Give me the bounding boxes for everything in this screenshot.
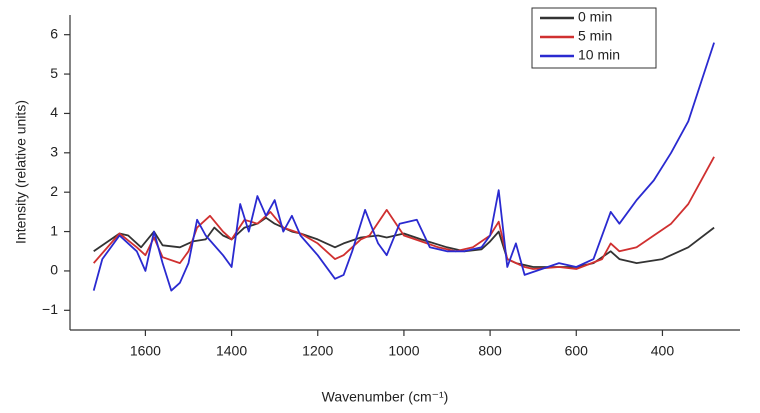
x-tick-label: 1200 [302, 343, 333, 359]
y-tick-label: 2 [50, 183, 58, 199]
series-line [92, 42, 715, 292]
x-tick-label: 1000 [388, 343, 419, 359]
x-tick-label: 400 [651, 343, 675, 359]
legend-label: 0 min [578, 9, 612, 25]
y-axis-label: Intensity (relative units) [13, 100, 29, 244]
series-line [93, 216, 715, 268]
x-tick-label: 1400 [216, 343, 247, 359]
legend-label: 10 min [578, 47, 620, 63]
y-tick-label: 6 [50, 25, 58, 41]
x-tick-label: 800 [478, 343, 502, 359]
x-tick-label: 1600 [130, 343, 161, 359]
legend-label: 5 min [578, 28, 612, 44]
y-tick-label: 4 [50, 104, 58, 120]
y-tick-label: −1 [42, 301, 58, 317]
x-tick-label: 600 [565, 343, 589, 359]
y-tick-label: 0 [50, 262, 58, 278]
x-axis-label: Wavenumber (cm⁻¹) [322, 389, 449, 405]
y-tick-label: 1 [50, 222, 58, 238]
y-tick-label: 3 [50, 144, 58, 160]
series-line [93, 156, 715, 270]
y-tick-label: 5 [50, 65, 58, 81]
